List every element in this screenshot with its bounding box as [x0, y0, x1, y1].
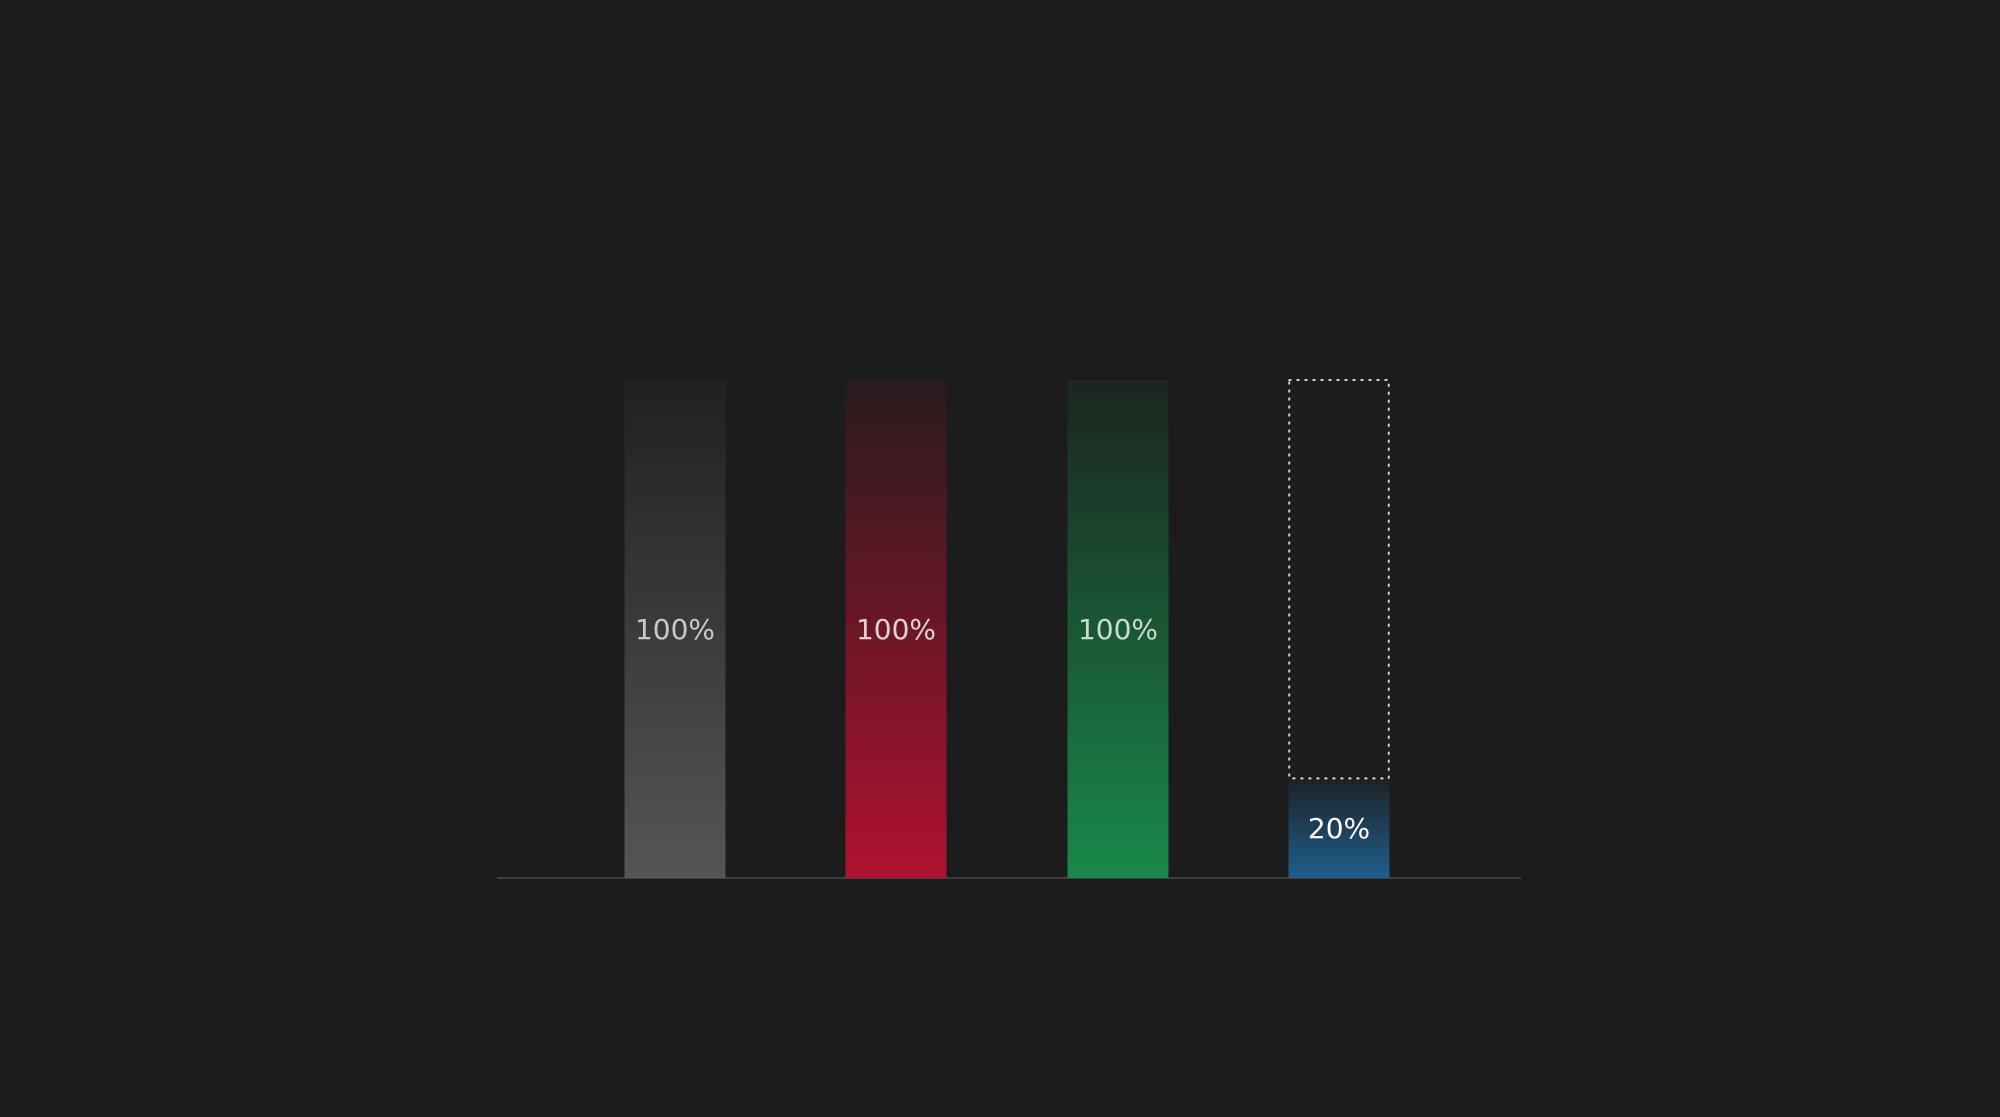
bars-layer: [624, 379, 1390, 878]
bar-1: [624, 380, 726, 878]
bar-3: [1067, 380, 1169, 878]
bar-4: [1288, 778, 1390, 878]
bar-4-value-label: 20%: [1308, 812, 1370, 845]
bar-2-value-label: 100%: [856, 613, 936, 646]
bar-3-value-label: 100%: [1078, 613, 1158, 646]
bar-1-value-label: 100%: [635, 613, 715, 646]
labels-layer: 100% 100% 100% 20%: [635, 613, 1370, 845]
bar-4-remaining-outline: [1288, 379, 1390, 780]
bar-2: [845, 380, 947, 878]
